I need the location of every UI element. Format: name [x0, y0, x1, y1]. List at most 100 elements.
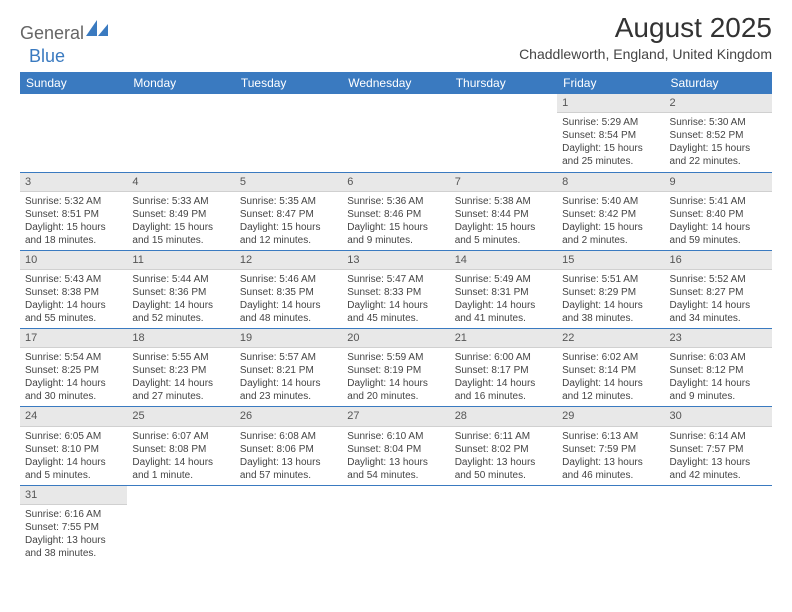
day-line: Sunrise: 6:14 AM [670, 430, 767, 443]
day-line: Sunrise: 5:59 AM [347, 351, 444, 364]
day-content: Sunrise: 6:08 AMSunset: 8:06 PMDaylight:… [235, 427, 342, 485]
day-line: and 27 minutes. [132, 390, 229, 403]
day-content: Sunrise: 5:30 AMSunset: 8:52 PMDaylight:… [665, 113, 772, 171]
calendar-week-row: 3Sunrise: 5:32 AMSunset: 8:51 PMDaylight… [20, 172, 772, 250]
day-number: 17 [20, 329, 127, 348]
day-line: Daylight: 15 hours [347, 221, 444, 234]
calendar-table: Sunday Monday Tuesday Wednesday Thursday… [20, 72, 772, 563]
day-line: Sunset: 8:35 PM [240, 286, 337, 299]
day-line: and 9 minutes. [670, 390, 767, 403]
day-line: Sunset: 8:51 PM [25, 208, 122, 221]
weekday-header: Monday [127, 72, 234, 94]
day-line: Daylight: 15 hours [132, 221, 229, 234]
calendar-day-cell: 18Sunrise: 5:55 AMSunset: 8:23 PMDayligh… [127, 329, 234, 407]
day-number: 14 [450, 251, 557, 270]
day-line: Sunrise: 6:13 AM [562, 430, 659, 443]
day-line: Sunrise: 5:55 AM [132, 351, 229, 364]
day-number: 22 [557, 329, 664, 348]
day-line: and 30 minutes. [25, 390, 122, 403]
day-line: Sunset: 8:31 PM [455, 286, 552, 299]
day-line: and 18 minutes. [25, 234, 122, 247]
calendar-day-cell [450, 94, 557, 172]
day-content: Sunrise: 5:36 AMSunset: 8:46 PMDaylight:… [342, 192, 449, 250]
day-number: 16 [665, 251, 772, 270]
calendar-day-cell: 28Sunrise: 6:11 AMSunset: 8:02 PMDayligh… [450, 407, 557, 485]
day-line: and 5 minutes. [25, 469, 122, 482]
day-line: and 45 minutes. [347, 312, 444, 325]
day-line: Sunrise: 5:29 AM [562, 116, 659, 129]
day-number: 9 [665, 173, 772, 192]
day-line: Sunrise: 5:52 AM [670, 273, 767, 286]
day-line: and 16 minutes. [455, 390, 552, 403]
day-line: Sunset: 8:21 PM [240, 364, 337, 377]
day-number: 4 [127, 173, 234, 192]
day-line: Daylight: 14 hours [670, 299, 767, 312]
day-line: Sunrise: 5:51 AM [562, 273, 659, 286]
day-line: Sunset: 8:23 PM [132, 364, 229, 377]
day-line: Sunset: 8:25 PM [25, 364, 122, 377]
day-line: Sunset: 8:49 PM [132, 208, 229, 221]
day-number: 5 [235, 173, 342, 192]
day-content: Sunrise: 5:43 AMSunset: 8:38 PMDaylight:… [20, 270, 127, 328]
day-content: Sunrise: 5:44 AMSunset: 8:36 PMDaylight:… [127, 270, 234, 328]
day-line: Sunrise: 6:05 AM [25, 430, 122, 443]
day-number: 13 [342, 251, 449, 270]
calendar-day-cell: 5Sunrise: 5:35 AMSunset: 8:47 PMDaylight… [235, 172, 342, 250]
day-line: Daylight: 14 hours [670, 377, 767, 390]
day-line: Sunset: 8:38 PM [25, 286, 122, 299]
day-line: and 54 minutes. [347, 469, 444, 482]
calendar-day-cell [127, 94, 234, 172]
day-line: Sunrise: 5:43 AM [25, 273, 122, 286]
day-line: and 12 minutes. [240, 234, 337, 247]
calendar-day-cell: 11Sunrise: 5:44 AMSunset: 8:36 PMDayligh… [127, 250, 234, 328]
day-line: Daylight: 14 hours [132, 456, 229, 469]
calendar-day-cell [127, 485, 234, 563]
calendar-day-cell: 13Sunrise: 5:47 AMSunset: 8:33 PMDayligh… [342, 250, 449, 328]
calendar-day-cell [20, 94, 127, 172]
day-line: Daylight: 14 hours [562, 299, 659, 312]
day-number: 18 [127, 329, 234, 348]
day-line: Sunset: 8:52 PM [670, 129, 767, 142]
calendar-day-cell: 31Sunrise: 6:16 AMSunset: 7:55 PMDayligh… [20, 485, 127, 563]
calendar-week-row: 31Sunrise: 6:16 AMSunset: 7:55 PMDayligh… [20, 485, 772, 563]
weekday-header: Tuesday [235, 72, 342, 94]
day-content: Sunrise: 5:59 AMSunset: 8:19 PMDaylight:… [342, 348, 449, 406]
day-line: Daylight: 15 hours [670, 142, 767, 155]
day-line: Sunset: 8:42 PM [562, 208, 659, 221]
day-line: Sunset: 8:40 PM [670, 208, 767, 221]
day-line: Daylight: 14 hours [240, 299, 337, 312]
day-line: Sunset: 8:19 PM [347, 364, 444, 377]
day-content: Sunrise: 6:16 AMSunset: 7:55 PMDaylight:… [20, 505, 127, 563]
day-content: Sunrise: 6:00 AMSunset: 8:17 PMDaylight:… [450, 348, 557, 406]
day-line: Sunrise: 5:36 AM [347, 195, 444, 208]
day-content: Sunrise: 5:40 AMSunset: 8:42 PMDaylight:… [557, 192, 664, 250]
calendar-day-cell: 23Sunrise: 6:03 AMSunset: 8:12 PMDayligh… [665, 329, 772, 407]
day-content: Sunrise: 5:35 AMSunset: 8:47 PMDaylight:… [235, 192, 342, 250]
calendar-day-cell: 24Sunrise: 6:05 AMSunset: 8:10 PMDayligh… [20, 407, 127, 485]
day-line: Sunrise: 5:32 AM [25, 195, 122, 208]
day-number: 1 [557, 94, 664, 113]
day-line: Daylight: 13 hours [25, 534, 122, 547]
day-number: 29 [557, 407, 664, 426]
day-line: Daylight: 15 hours [562, 142, 659, 155]
day-line: and 25 minutes. [562, 155, 659, 168]
calendar-day-cell [557, 485, 664, 563]
day-number: 12 [235, 251, 342, 270]
day-line: Daylight: 14 hours [347, 377, 444, 390]
calendar-day-cell: 8Sunrise: 5:40 AMSunset: 8:42 PMDaylight… [557, 172, 664, 250]
day-line: Sunset: 8:46 PM [347, 208, 444, 221]
calendar-day-cell: 9Sunrise: 5:41 AMSunset: 8:40 PMDaylight… [665, 172, 772, 250]
header: General August 2025 Chaddleworth, Englan… [0, 0, 792, 66]
day-line: Sunset: 8:02 PM [455, 443, 552, 456]
day-line: Daylight: 14 hours [25, 456, 122, 469]
day-number: 2 [665, 94, 772, 113]
day-line: and 1 minute. [132, 469, 229, 482]
day-line: Sunrise: 5:46 AM [240, 273, 337, 286]
day-number: 26 [235, 407, 342, 426]
day-line: Sunset: 7:59 PM [562, 443, 659, 456]
calendar-day-cell: 1Sunrise: 5:29 AMSunset: 8:54 PMDaylight… [557, 94, 664, 172]
day-line: Daylight: 13 hours [670, 456, 767, 469]
day-line: and 55 minutes. [25, 312, 122, 325]
day-number: 21 [450, 329, 557, 348]
day-line: Daylight: 13 hours [455, 456, 552, 469]
